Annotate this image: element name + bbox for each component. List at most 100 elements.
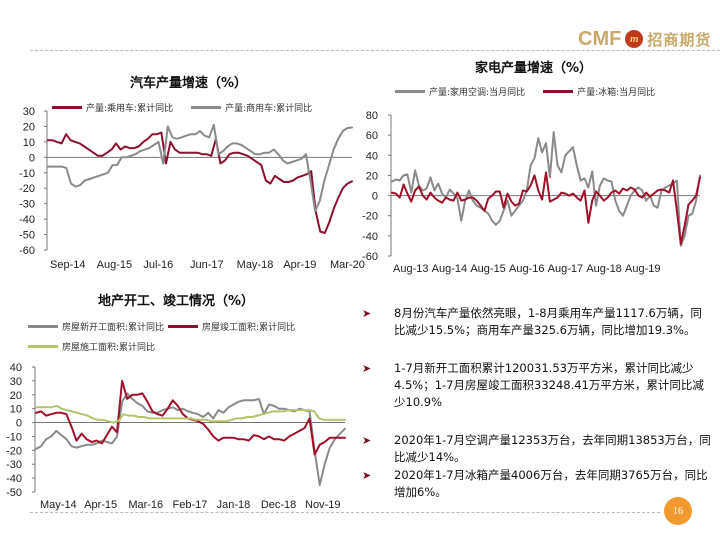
arrow-bullet-icon: ➤ [362, 434, 372, 447]
appliance-chart-title: 家电产量增速（%） [475, 61, 593, 76]
auto-plot: 30 20 10 0 -10 -20 -30 -40 -50 -60 Sep-14 Aug-15 Jul… [19, 106, 365, 271]
bottom-divider [30, 512, 660, 513]
svg-text:80: 80 [366, 110, 378, 122]
property-chart-legend-row2: 房屋施工面积:累计同比 [28, 340, 173, 353]
svg-text:Sep-14: Sep-14 [50, 259, 85, 271]
svg-text:-40: -40 [19, 214, 35, 226]
svg-text:-30: -30 [19, 199, 35, 211]
svg-text:Mar-16: Mar-16 [128, 499, 163, 511]
logo-badge-icon: m [625, 30, 644, 48]
svg-text:40: 40 [10, 362, 22, 374]
bullet-auto: ➤ 8月份汽车产量依然亮眼，1-8月乘用车产量1117.6万辆，同比减少15.5… [358, 305, 713, 339]
legend-swatch [191, 106, 222, 109]
svg-text:30: 30 [10, 376, 22, 388]
legend-item-completed: 房屋竣工面积:累计同比 [168, 320, 295, 333]
svg-text:20: 20 [366, 170, 378, 182]
svg-text:May-18: May-18 [237, 259, 274, 271]
legend-swatch [28, 345, 58, 348]
svg-text:Aug-14: Aug-14 [432, 263, 467, 275]
svg-text:30: 30 [23, 106, 35, 118]
property-chart-title: 地产开工、竣工情况（%） [98, 294, 255, 309]
svg-text:-60: -60 [362, 251, 378, 263]
legend-item-under-construction: 房屋施工面积:累计同比 [28, 340, 155, 353]
bullet-text: 2020年1-7月空调产量12353万台，去年同期13853万台，同比减少14%… [394, 433, 711, 464]
svg-text:0: 0 [29, 152, 35, 164]
legend-label: 产量:商用车:累计同比 [225, 104, 313, 114]
svg-text:Jan-18: Jan-18 [217, 499, 251, 511]
property-plot: 40 30 20 10 0-10 -20 -30 -40 -50 May-14 Apr-15 Mar-… [6, 362, 346, 511]
legend-label: 房屋施工面积:累计同比 [62, 343, 156, 353]
svg-text:0: 0 [372, 191, 378, 203]
svg-text:Aug-15: Aug-15 [97, 259, 132, 271]
svg-text:Nov-19: Nov-19 [305, 499, 340, 511]
svg-text:Mar-20: Mar-20 [330, 259, 365, 271]
svg-text:20: 20 [23, 121, 35, 133]
bullet-fridge: ➤ 2020年1-7月冰箱产量4006万台，去年同期3765万台，同比增加6%。 [358, 467, 713, 501]
bullet-text: 8月份汽车产量依然亮眼，1-8月乘用车产量1117.6万辆，同比减少15.5%；… [394, 306, 702, 337]
legend-item-new-start: 房屋新开工面积:累计同比 [28, 320, 164, 333]
svg-text:-20: -20 [19, 183, 35, 195]
svg-text:-10: -10 [19, 168, 35, 180]
svg-text:10: 10 [23, 137, 35, 149]
legend-item-passenger: 产量:乘用车:累计同比 [52, 101, 173, 114]
arrow-bullet-icon: ➤ [362, 362, 372, 375]
property-chart-legend-row1: 房屋新开工面积:累计同比 房屋竣工面积:累计同比 [28, 320, 313, 333]
legend-item-fridge: 产量:冰箱:当月同比 [543, 85, 655, 98]
svg-text:May-14: May-14 [40, 499, 77, 511]
svg-text:-40: -40 [6, 473, 22, 485]
bullet-aircon: ➤ 2020年1-7月空调产量12353万台，去年同期13853万台，同比减少1… [358, 432, 713, 466]
arrow-bullet-icon: ➤ [362, 307, 372, 320]
svg-text:Apr-19: Apr-19 [283, 259, 316, 271]
legend-swatch [168, 325, 199, 328]
svg-text:Jul-16: Jul-16 [143, 259, 173, 271]
legend-item-commercial: 产量:商用车:累计同比 [191, 101, 312, 114]
svg-text:Aug-19: Aug-19 [625, 263, 660, 275]
svg-text:Feb-17: Feb-17 [173, 499, 208, 511]
bullet-text: 1-7月新开工面积累计120031.53万平方米，累计同比减少4.5%；1-7月… [394, 361, 704, 409]
legend-label: 产量:乘用车:累计同比 [86, 104, 174, 114]
svg-text:-10: -10 [6, 431, 22, 443]
auto-chart-title: 汽车产量增速（%） [130, 76, 248, 91]
svg-text:Aug-15: Aug-15 [470, 263, 505, 275]
svg-text:-60: -60 [19, 245, 35, 257]
auto-chart-legend: 产量:乘用车:累计同比 产量:商用车:累计同比 [52, 101, 330, 114]
svg-text:40: 40 [366, 150, 378, 162]
svg-text:Aug-16: Aug-16 [509, 263, 544, 275]
legend-item-aircon: 产量:家用空调:当月同比 [395, 85, 525, 98]
svg-text:-40: -40 [362, 231, 378, 243]
svg-text:Dec-18: Dec-18 [261, 499, 296, 511]
svg-text:Aug-18: Aug-18 [586, 263, 621, 275]
svg-text:-50: -50 [6, 487, 22, 499]
bullet-text: 2020年1-7月冰箱产量4006万台，去年同期3765万台，同比增加6%。 [394, 468, 708, 499]
legend-label: 产量:冰箱:当月同比 [577, 88, 656, 98]
legend-swatch [395, 90, 425, 93]
legend-label: 产量:家用空调:当月同比 [429, 88, 526, 98]
svg-text:-50: -50 [19, 230, 35, 242]
logo-company-name: 招商期货 [647, 30, 712, 49]
svg-text:Apr-15: Apr-15 [84, 499, 117, 511]
svg-text:Aug-17: Aug-17 [548, 263, 583, 275]
legend-swatch [52, 106, 82, 109]
bullet-property: ➤ 1-7月新开工面积累计120031.53万平方米，累计同比减少4.5%；1-… [358, 360, 713, 411]
svg-text:10: 10 [10, 404, 22, 416]
legend-swatch [28, 325, 58, 328]
appliance-chart-legend: 产量:家用空调:当月同比 产量:冰箱:当月同比 [395, 85, 673, 98]
logo-cmf-text: CMF [578, 27, 622, 50]
svg-text:0: 0 [16, 418, 22, 430]
arrow-bullet-icon: ➤ [362, 469, 372, 482]
page-number-badge: 16 [664, 497, 692, 525]
svg-text:Aug-13: Aug-13 [393, 263, 428, 275]
legend-label: 房屋新开工面积:累计同比 [62, 323, 165, 333]
company-logo: CMF m 招商期货 [578, 27, 711, 51]
svg-text:-20: -20 [362, 211, 378, 223]
appliance-plot: 80 60 40 20 0 -20 -40 -60 Aug-13 Aug-14 Aug-15 Aug-… [362, 110, 701, 275]
svg-text:Jun-17: Jun-17 [190, 259, 224, 271]
legend-swatch [543, 90, 574, 93]
top-divider [30, 50, 720, 51]
svg-text:-20: -20 [6, 445, 22, 457]
legend-label: 房屋竣工面积:累计同比 [202, 323, 296, 333]
svg-text:20: 20 [10, 390, 22, 402]
svg-text:-30: -30 [6, 459, 22, 471]
svg-text:60: 60 [366, 130, 378, 142]
